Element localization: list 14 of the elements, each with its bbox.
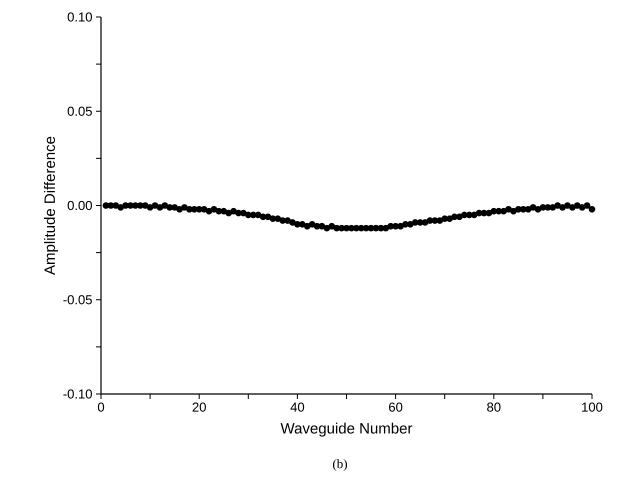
- x-tick-label: 100: [582, 402, 602, 412]
- x-axis-title: Waveguide Number: [280, 422, 412, 437]
- y-tick-label: -0.05: [63, 295, 92, 304]
- x-tick-label: 0: [98, 402, 104, 412]
- text: (b): [332, 459, 348, 471]
- x-tick-label: 60: [389, 402, 402, 412]
- y-tick-label: -0.10: [63, 389, 92, 399]
- y-tick-label: 0.10: [68, 12, 92, 22]
- y-tick-label: 0.05: [68, 106, 92, 116]
- x-tick-label: 80: [487, 402, 501, 412]
- y-axis-title: Amplitude Difference: [44, 136, 58, 275]
- x-tick-label: 40: [290, 402, 304, 412]
- y-tick-label: 0.00: [68, 200, 92, 210]
- x-tick-label: 20: [192, 402, 206, 412]
